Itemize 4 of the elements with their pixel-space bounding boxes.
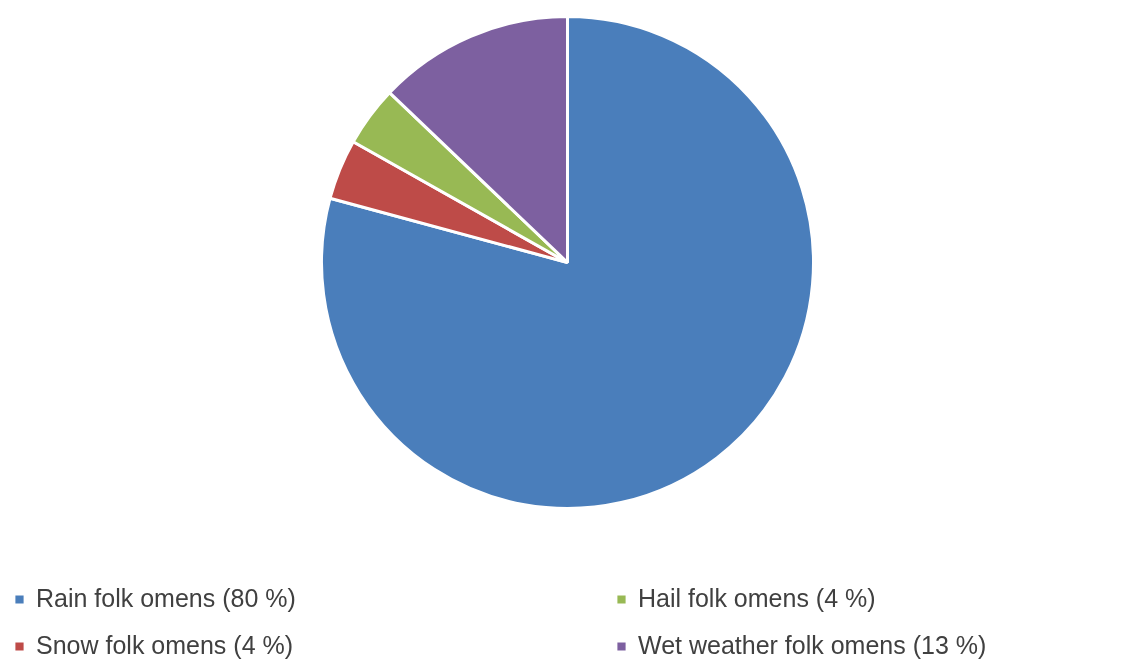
legend-label: Snow folk omens (4 %) (36, 631, 295, 660)
legend-label: Wet weather folk omens (13 %) (638, 631, 988, 660)
legend-label: Hail folk omens (4 %) (638, 584, 877, 613)
legend-label: Rain folk omens (80 %) (36, 584, 297, 613)
